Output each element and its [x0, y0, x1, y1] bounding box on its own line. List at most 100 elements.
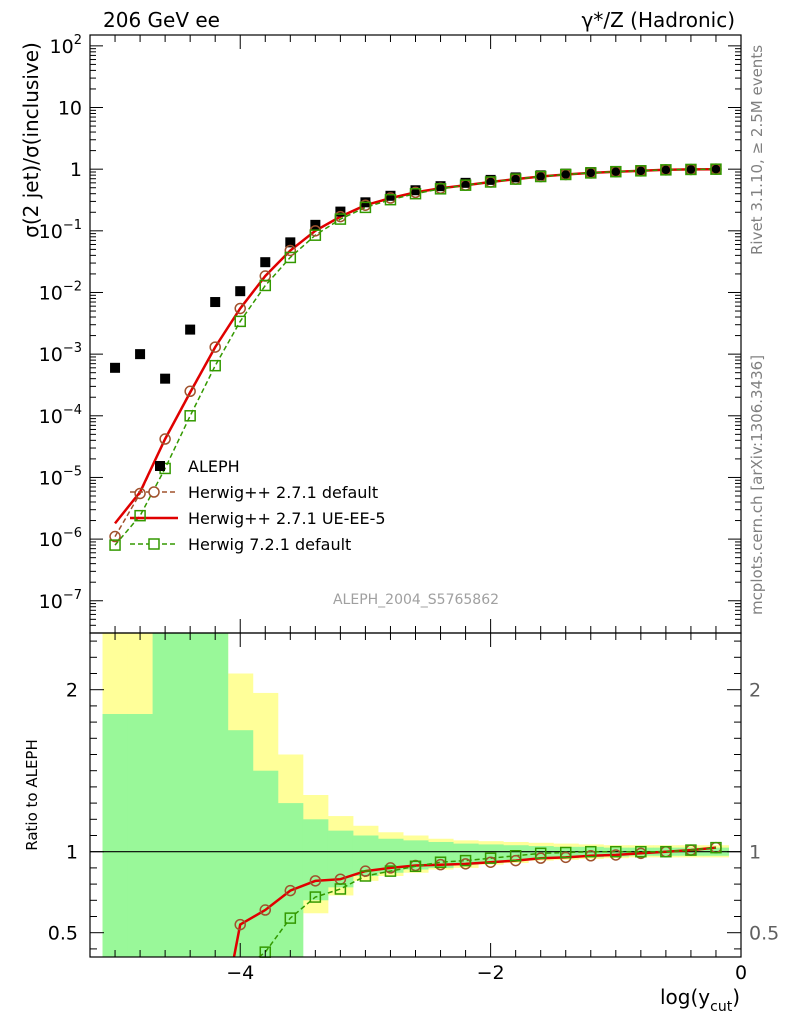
upper-point-herwig-2-7-1-default: [209, 341, 221, 353]
upper-y-tick-label: 10−5: [39, 464, 82, 489]
upper-point-herwig-7-2-1-default: [259, 279, 272, 292]
x-tick-label: −2: [477, 962, 505, 984]
upper-y-tick-label: 10−4: [39, 403, 82, 428]
band-inner-bin: [202, 633, 229, 957]
x-tick-label: 0: [735, 962, 747, 984]
upper-point-herwig-2-7-1-default: [234, 302, 246, 315]
ratio-point-herwig-7-2-1-default: [610, 845, 622, 858]
lower-y-tick-label-left: 2: [66, 680, 78, 702]
ratio-point-herwig-7-2-1-default: [559, 846, 572, 859]
upper-y-tick-label: 1: [70, 159, 82, 181]
upper-point-aleph: [160, 373, 171, 384]
upper-point-herwig-7-2-1-default: [334, 213, 347, 225]
ratio-point-herwig-7-2-1-default: [635, 845, 647, 858]
upper-line-herwig-2-7-1-default: [114, 168, 717, 537]
lower-y-tick-label-left: 0.5: [48, 923, 78, 945]
upper-point-aleph: [585, 167, 596, 178]
upper-point-aleph: [285, 237, 296, 248]
upper-point-herwig-7-2-1-default: [209, 359, 221, 372]
upper-point-aleph: [435, 181, 446, 192]
upper-y-tick-label: 10−2: [39, 279, 82, 304]
legend-label-herwig-2-7-1-default: Herwig++ 2.7.1 default: [188, 483, 378, 502]
ratio-point-herwig-7-2-1-default: [710, 841, 722, 854]
band-inner-bin: [127, 714, 154, 957]
band-inner-bin: [302, 819, 329, 901]
ratio-point-herwig-7-2-1-default: [359, 870, 372, 882]
upper-y-axis-label: σ(2 jet)/σ(inclusive): [19, 42, 43, 238]
upper-y-tick-label: 10−7: [39, 588, 82, 613]
upper-point-aleph: [235, 286, 246, 297]
band-inner-bin: [277, 803, 304, 957]
ratio-point-herwig-7-2-1-default: [534, 847, 547, 860]
ratio-uncertainty-bands: [102, 633, 729, 957]
analysis-id: ALEPH_2004_S5765862: [333, 592, 499, 608]
upper-point-herwig-7-2-1-default: [534, 170, 547, 183]
upper-point-herwig-2-7-1-default: [109, 530, 121, 543]
upper-point-herwig-7-2-1-default: [284, 251, 297, 264]
upper-y-tick-label: 10: [58, 98, 82, 120]
upper-point-herwig-2-7-1-default: [134, 487, 146, 500]
band-inner-bin: [152, 633, 179, 957]
upper-point-herwig-7-2-1-default: [184, 410, 196, 422]
upper-point-herwig-7-2-1-default: [660, 164, 672, 176]
ratio-line-herwig-2-7-1-ue-ee-5: [232, 846, 717, 958]
upper-point-herwig-2-7-1-default: [159, 433, 171, 445]
upper-y-tick-label: 10−3: [39, 341, 82, 366]
header-left: 206 GeV ee: [103, 8, 220, 32]
upper-point-herwig-7-2-1-default: [384, 193, 397, 206]
upper-point-aleph: [110, 362, 121, 373]
band-inner-bin: [102, 714, 129, 957]
ratio-point-herwig-7-2-1-default: [660, 845, 672, 858]
upper-point-aleph: [260, 257, 271, 268]
lower-y-tick-label-right: 0.5: [749, 923, 779, 945]
upper-point-aleph: [660, 164, 671, 175]
upper-point-aleph: [635, 165, 646, 176]
upper-point-aleph: [610, 165, 621, 176]
ratio-point-herwig-7-2-1-default: [384, 865, 397, 877]
upper-point-aleph: [310, 219, 321, 230]
ratio-point-herwig-7-2-1-default: [284, 912, 297, 924]
side-label-top: Rivet 3.1.10, ≥ 2.5M events: [748, 45, 766, 255]
lower-y-tick-label-right: 2: [749, 680, 761, 702]
ratio-point-herwig-7-2-1-default: [309, 891, 322, 903]
upper-point-aleph: [535, 170, 546, 181]
band-inner-bin: [252, 770, 279, 957]
upper-point-herwig-7-2-1-default: [234, 315, 246, 328]
ratio-point-herwig-7-2-1-default: [685, 844, 697, 856]
upper-point-herwig-7-2-1-default: [509, 173, 522, 185]
ratio-point-herwig-7-2-1-default: [585, 845, 597, 858]
band-inner-bin: [503, 845, 529, 861]
ratio-point-herwig-7-2-1-default: [459, 854, 472, 867]
upper-point-aleph: [710, 164, 721, 175]
upper-point-aleph: [385, 190, 396, 201]
upper-point-herwig-7-2-1-default: [484, 176, 497, 188]
ratio-point-herwig-7-2-1-default: [484, 852, 497, 864]
upper-point-herwig-7-2-1-default: [134, 509, 146, 522]
upper-point-herwig-7-2-1-default: [309, 229, 322, 241]
upper-point-herwig-7-2-1-default: [685, 163, 697, 176]
upper-point-herwig-7-2-1-default: [559, 168, 572, 181]
ratio-point-herwig-2-7-1-default: [309, 875, 322, 887]
upper-y-tick-label: 10−1: [39, 218, 82, 243]
legend-label-herwig-2-7-1-ue-ee-5: Herwig++ 2.7.1 UE-EE-5: [188, 509, 386, 528]
ratio-point-herwig-7-2-1-default: [334, 883, 347, 895]
upper-point-aleph: [685, 164, 696, 175]
legend-marker-herwig-7-2-1-default: [148, 538, 160, 550]
upper-point-herwig-7-2-1-default: [710, 163, 722, 175]
band-inner-bin: [227, 730, 254, 957]
plot-markers: [109, 163, 722, 958]
upper-y-tick-label: 102: [50, 33, 82, 58]
legend-label-aleph: ALEPH: [188, 457, 240, 476]
band-inner-bin: [453, 843, 479, 865]
upper-point-aleph: [510, 172, 521, 183]
legend-label-herwig-7-2-1-default: Herwig 7.2.1 default: [188, 535, 351, 554]
lower-y-tick-label-left: 1: [66, 842, 78, 864]
lower-y-tick-label-right: 1: [749, 842, 761, 864]
ratio-point-herwig-7-2-1-default: [434, 856, 447, 868]
legend-marker-aleph: [155, 461, 165, 471]
upper-point-aleph: [485, 174, 496, 185]
upper-point-herwig-7-2-1-default: [459, 179, 472, 191]
upper-point-herwig-2-7-1-default: [284, 244, 297, 257]
upper-point-herwig-7-2-1-default: [359, 201, 372, 214]
